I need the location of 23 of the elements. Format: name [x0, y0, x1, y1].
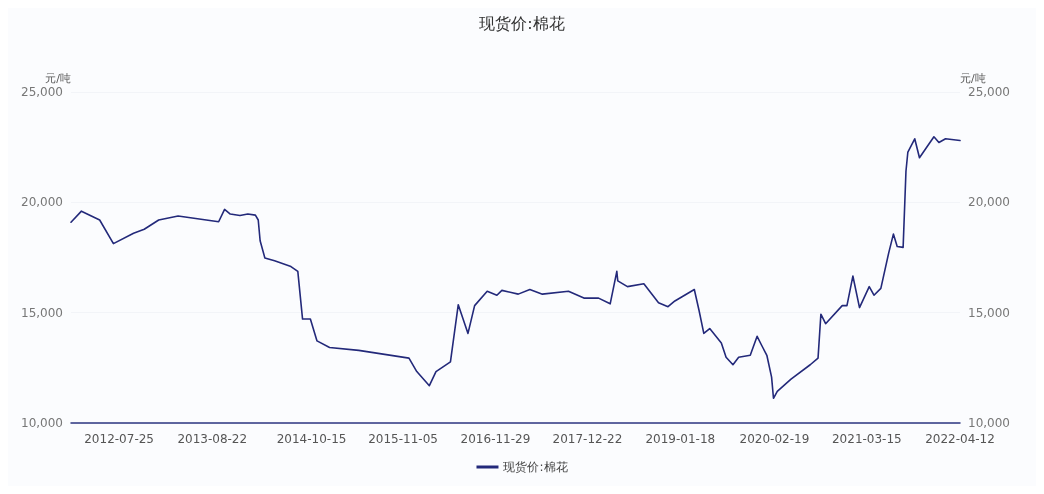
y-tick-label: 10,000 — [21, 416, 63, 430]
x-tick-label: 2016-11-29 — [460, 432, 531, 446]
chart-title: 现货价:棉花 — [479, 13, 565, 33]
line-series — [70, 136, 961, 400]
x-tick-label: 2012-07-25 — [84, 432, 154, 446]
y2-tick-label: 15,000 — [968, 305, 1010, 320]
x-tick-label: 2017-12-22 — [552, 432, 623, 446]
x-tick-label: 2020-02-19 — [739, 432, 810, 446]
y2-tick-label: 10,000 — [968, 416, 1010, 430]
legend-label: 现货价:棉花 — [503, 460, 568, 474]
y-tick-label: 25,000 — [21, 85, 63, 99]
y2-tick-label: 25,000 — [968, 85, 1010, 99]
y-axis-title: 元/吨 — [45, 72, 71, 85]
x-tick-label: 2022-04-12 — [925, 432, 995, 446]
x-tick-label: 2015-11-05 — [368, 432, 438, 446]
x-tick-label: 2014-10-15 — [276, 432, 347, 446]
y2-axis-title: 元/吨 — [960, 72, 986, 85]
y-tick-label: 15,000 — [21, 305, 63, 320]
y2-tick-label: 20,000 — [968, 195, 1010, 210]
x-tick-label: 2019-01-18 — [645, 432, 716, 446]
x-tick-label: 2013-08-22 — [177, 432, 248, 446]
x-tick-label: 2021-03-15 — [831, 432, 902, 446]
y-tick-label: 20,000 — [21, 195, 63, 210]
